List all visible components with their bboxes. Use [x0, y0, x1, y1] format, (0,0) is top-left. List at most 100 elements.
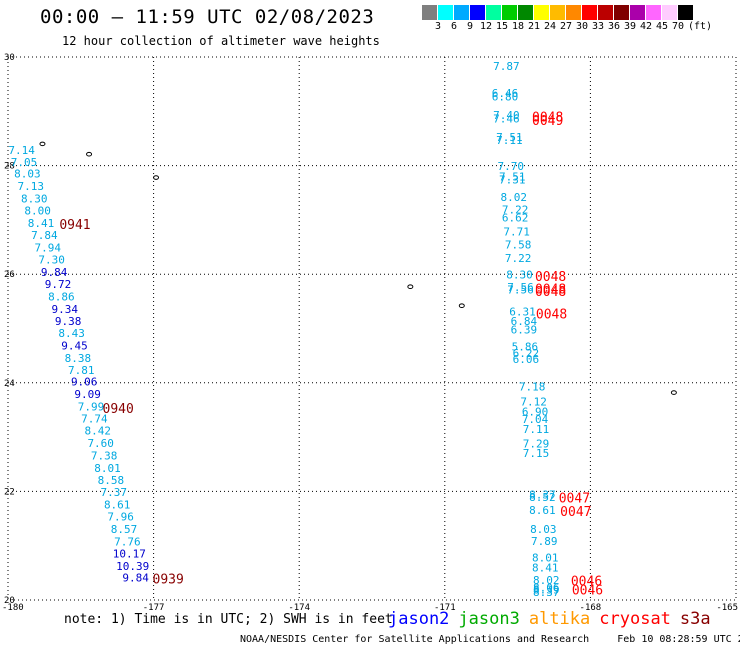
latitude-tick-label: 24: [4, 379, 15, 389]
swh-value-label: 7.30: [38, 254, 65, 267]
swh-value-label: 6.62: [502, 212, 529, 225]
legend-tick-label: 12: [479, 21, 493, 32]
longitude-tick-label: -180: [2, 603, 24, 613]
swh-value-label: 7.18: [519, 381, 546, 394]
swh-value-label: 8.57: [111, 523, 138, 536]
longitude-tick-label: -174: [288, 603, 310, 613]
longitude-tick-label: -165: [716, 603, 738, 613]
legend-tick-label: 30: [575, 21, 589, 32]
swh-value-label: 6.84: [511, 315, 538, 328]
swh-value-label: 7.15: [523, 447, 550, 460]
swh-value-label: 8.43: [58, 327, 85, 340]
swh-value-label: 7.38: [91, 450, 118, 463]
legend-swatch: [566, 5, 582, 20]
swh-value-label: 8.37: [533, 586, 560, 599]
pass-time-label: 0048: [532, 111, 563, 126]
legend-tick-label: 24: [543, 21, 557, 32]
legend-swatch: [678, 5, 694, 20]
swh-value-label: 8.42: [85, 425, 112, 438]
satellite-legend-s3a: s3a: [679, 609, 711, 629]
swh-value-label: 10.17: [113, 547, 146, 560]
island-outline: [86, 151, 93, 157]
swh-value-label: 8.30: [506, 269, 533, 282]
swh-value-label: 8.39: [533, 584, 560, 597]
swh-value-label: 10.39: [116, 560, 149, 573]
legend-swatch: [550, 5, 566, 20]
swh-value-label: 7.29: [523, 438, 550, 451]
swh-value-label: 7.46: [493, 112, 520, 125]
legend-tick-label: 33: [591, 21, 605, 32]
legend-swatch: [518, 5, 534, 20]
swh-value-label: 7.11: [523, 423, 550, 436]
map-subtitle: 12 hour collection of altimeter wave hei…: [62, 34, 380, 48]
swh-value-label: 8.61: [529, 504, 556, 517]
swh-value-label: 7.94: [35, 242, 62, 255]
swh-value-label: 7.60: [87, 437, 114, 450]
map-frame: [7, 56, 737, 601]
swh-value-label: 7.56: [507, 283, 534, 296]
swh-value-label: 6.06: [513, 353, 540, 366]
latitude-tick-label: 30: [4, 53, 15, 63]
legend-tick-label: 42: [639, 21, 653, 32]
swh-value-label: 8.86: [48, 290, 75, 303]
pass-time-label: 0940: [103, 402, 134, 417]
swh-value-label: 7.11: [496, 134, 523, 147]
footer-note: note: 1) Time is in UTC; 2) SWH is in fe…: [64, 612, 393, 627]
legend-tick-label: 45: [655, 21, 669, 32]
legend-swatch: [470, 5, 486, 20]
pass-time-label: 0047: [560, 505, 591, 520]
legend-swatch: [534, 5, 550, 20]
swh-value-label: 8.61: [104, 498, 131, 511]
legend-tick-label: 70: [671, 21, 685, 32]
coastlines: [39, 141, 677, 395]
swh-value-label: 6.90: [522, 406, 549, 419]
swh-value-label: 6.22: [513, 347, 540, 360]
legend-swatch: [422, 5, 438, 20]
legend-swatch: [630, 5, 646, 20]
island-outline: [670, 390, 677, 395]
swh-value-label: 9.84: [122, 572, 149, 585]
legend-tick-label: 15: [495, 21, 509, 32]
swh-value-label: 9.84: [41, 266, 68, 279]
swh-value-label: 7.89: [531, 535, 558, 548]
swh-value-label: 6.46: [492, 87, 519, 100]
latitude-tick-label: 28: [4, 162, 15, 172]
island-outline: [458, 303, 465, 308]
swh-value-label: 7.22: [505, 252, 532, 265]
swh-value-label: 8.00: [24, 205, 51, 218]
swh-value-label: 8.03: [14, 168, 41, 181]
pass-time-label: 0046: [572, 584, 603, 599]
legend-tick-label: 21: [527, 21, 541, 32]
satellite-legend-cryosat: cryosat: [599, 609, 671, 629]
legend-tick-label: 18: [511, 21, 525, 32]
swh-value-label: 7.05: [11, 156, 38, 169]
legend-tick-label: 9: [466, 21, 474, 32]
pass-time-labels: 0941094009390048004900480048004800480047…: [59, 111, 603, 599]
swh-value-label: 8.37: [529, 489, 556, 502]
swh-value-label: 7.84: [31, 229, 58, 242]
longitude-tick-label: -171: [434, 603, 456, 613]
swh-value-label: 7.56: [507, 281, 534, 294]
swh-value-label: 8.06: [533, 582, 560, 595]
island-outline: [153, 175, 160, 180]
footer-credit-line: NOAA/NESDIS Center for Satellite Applica…: [240, 634, 740, 645]
satellite-legend-altika: altika: [528, 609, 591, 629]
latitude-tick-label: 26: [4, 270, 15, 280]
swh-value-label: 7.13: [18, 180, 45, 193]
island-outline: [407, 284, 414, 289]
swh-value-label: 7.04: [522, 413, 549, 426]
legend-tick-label: 27: [559, 21, 573, 32]
island-outline: [39, 141, 46, 147]
swh-value-label: 7.70: [498, 160, 525, 173]
swh-value-label: 8.02: [533, 574, 560, 587]
swh-value-label: 9.72: [45, 278, 72, 291]
legend-swatch: [614, 5, 630, 20]
swh-value-label: 9.06: [71, 376, 98, 389]
swh-value-label: 8.03: [530, 523, 557, 536]
swh-value-label: 7.14: [8, 144, 35, 157]
swh-value-label: 6.39: [511, 324, 538, 337]
swh-value-label: 7.76: [114, 535, 141, 548]
legend-swatch: [598, 5, 614, 20]
generation-timestamp: Feb 10 08:28:59 UTC 2023: [617, 634, 740, 645]
swh-value-label: 9.09: [74, 388, 101, 401]
